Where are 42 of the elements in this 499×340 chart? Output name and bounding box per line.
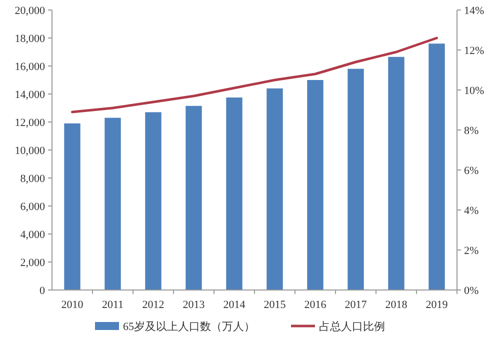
y2-tick-label: 12% [464,44,484,57]
x-tick-label: 2012 [142,299,164,311]
bar [64,123,80,290]
y2-tick-label: 6% [464,164,479,177]
x-tick-label: 2015 [264,299,286,311]
y-tick-label: 4,000 [20,228,46,241]
y2-tick-label: 2% [464,244,479,257]
bar [388,56,404,290]
bar [226,98,242,290]
y-tick-label: 16,000 [14,60,46,73]
bar [428,44,445,290]
x-tick-label: 2013 [182,299,206,311]
line-series [71,36,438,114]
y2-tick-label: 0% [464,284,479,297]
y2-tick-label: 14% [464,4,484,17]
bar [266,88,283,290]
x-tick-label: 2017 [344,299,368,311]
y-tick-label: 0 [40,284,46,297]
x-tick-label: 2019 [426,299,448,311]
bar [348,68,364,290]
y2-tick-label: 8% [464,124,479,137]
legend-label: 占总人口比例 [319,320,385,333]
y-tick-label: 12,000 [14,116,46,129]
bar [186,106,202,290]
x-tick-label: 2016 [304,299,327,311]
y-tick-label: 2,000 [20,256,46,269]
bar [104,118,121,290]
y-tick-label: 8,000 [20,172,46,185]
x-tick-label: 2018 [385,299,408,311]
y-tick-label: 20,000 [14,4,46,17]
x-tick-label: 2010 [61,299,84,311]
y-tick-label: 14,000 [14,88,46,101]
y-tick-label: 18,000 [14,32,46,45]
bar [307,80,324,290]
y-tick-label: 10,000 [14,144,46,157]
x-tick-label: 2014 [223,299,246,311]
bar [145,112,162,290]
legend-label: 65岁及以上人口数（万人） [123,320,255,333]
y2-tick-label: 10% [464,84,484,97]
y2-tick-label: 4% [464,204,479,217]
y-tick-label: 6,000 [20,200,46,213]
x-tick-label: 2011 [102,299,124,311]
